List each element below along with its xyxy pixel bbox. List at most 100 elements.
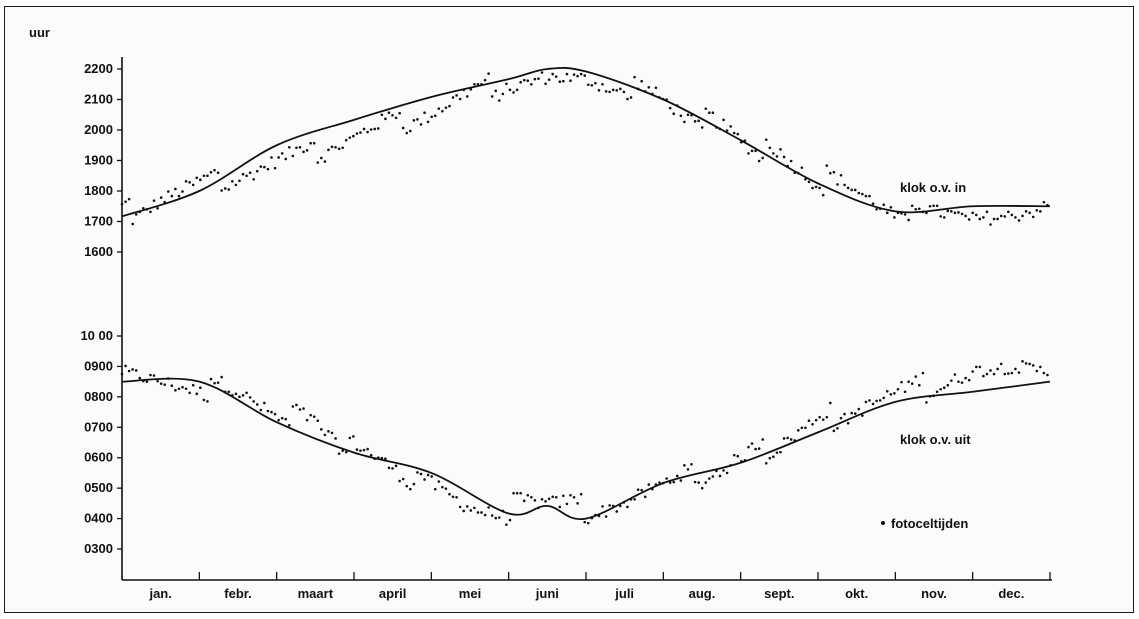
photocell-dot [597, 514, 601, 518]
photocell-dot [430, 475, 433, 478]
photocell-dot [320, 428, 323, 431]
photocell-dot [643, 90, 647, 93]
photocell-dot [971, 211, 975, 215]
photocell-dot [558, 505, 562, 509]
photocell-dot [814, 418, 818, 422]
photocell-dot [138, 376, 142, 380]
photocell-dot [1035, 209, 1039, 212]
photocell-dots [120, 71, 1049, 526]
photocell-dot [569, 79, 572, 82]
photocell-dot [490, 95, 494, 98]
photocell-dot [227, 188, 231, 191]
photocell-dot [900, 380, 903, 384]
photocell-dot [569, 493, 572, 497]
photocell-dot [857, 407, 861, 411]
photocell-dot [220, 375, 223, 379]
photocell-dot [825, 415, 829, 419]
photocell-dot [409, 129, 412, 133]
photocell-dot [458, 97, 462, 101]
photocell-dot [772, 455, 775, 459]
photocell-dot [804, 178, 807, 181]
photocell-dot [875, 399, 878, 403]
photocell-dot [191, 183, 195, 187]
photocell-dot [270, 156, 273, 159]
photocell-dot [202, 398, 206, 402]
photocell-dot [1046, 373, 1049, 377]
photocell-dot [782, 155, 786, 159]
photocell-dot [519, 491, 522, 495]
photocell-dot [871, 202, 875, 206]
photocell-dot [611, 504, 615, 508]
x-tick-label: april [379, 586, 406, 601]
photocell-dot [362, 448, 366, 452]
photocell-dot [330, 145, 334, 149]
photocell-dot [480, 82, 483, 86]
photocell-dot [213, 168, 216, 172]
photocell-dot [530, 82, 533, 86]
photocell-dot [526, 79, 530, 82]
photocell-dot [1010, 213, 1014, 217]
photocell-dot [369, 453, 373, 457]
photocell-dot [821, 418, 825, 421]
photocell-dot [857, 191, 861, 195]
photocell-dot [206, 174, 209, 178]
photocell-dot [469, 509, 473, 512]
photocell-dot [925, 401, 928, 404]
photocell-dot [1031, 215, 1035, 219]
photocell-dot [280, 152, 284, 155]
photocell-dot [750, 442, 754, 445]
photocell-dot [793, 171, 797, 174]
photocell-dot [469, 88, 473, 91]
photocell-dot [654, 483, 658, 486]
photocell-dot [615, 510, 619, 513]
photocell-dot [907, 218, 910, 222]
photocell-dot [829, 171, 832, 175]
photocell-dot [636, 488, 640, 491]
photocell-dot [960, 381, 964, 384]
photocell-dot [964, 214, 967, 218]
photocell-dot [796, 429, 800, 432]
photocell-dot [953, 373, 957, 376]
photocell-dot [654, 86, 658, 90]
photocell-dot [853, 412, 857, 415]
photocell-dot [868, 399, 871, 402]
chart-svg: 2200 2100 2000 1900 1800 1700 1600 10 00 0900 080… [29, 25, 1052, 601]
photocell-dot [334, 437, 337, 440]
photocell-dot [188, 391, 191, 395]
photocell-dot [295, 403, 298, 407]
photocell-dot [1021, 360, 1024, 363]
photocell-dot [583, 520, 587, 524]
photocell-dot [199, 386, 202, 390]
photocell-dot [309, 413, 312, 417]
photocell-dot [255, 169, 259, 173]
photocell-dot [935, 390, 939, 394]
photocell-dot [793, 439, 797, 442]
photocell-dot [747, 445, 750, 449]
photocell-dot [120, 372, 124, 376]
photocell-dot [754, 149, 757, 153]
photocell-dot [1017, 219, 1021, 222]
photocell-dot [693, 120, 697, 123]
photocell-dot [722, 118, 725, 122]
photocell-dot [686, 468, 690, 471]
photocell-dot [718, 474, 722, 478]
photocell-dot [526, 493, 530, 497]
x-tick-label: febr. [224, 586, 251, 601]
photocell-dot [704, 107, 708, 110]
photocell-dot [946, 383, 950, 387]
photocell-dot [394, 116, 398, 120]
photocell-dot [384, 457, 387, 461]
photocell-dot [540, 71, 544, 74]
photocell-dot [576, 502, 579, 505]
photocell-dot [604, 515, 608, 518]
photocell-dot [807, 419, 811, 422]
photocell-dot [238, 179, 241, 183]
photocell-dot [337, 147, 341, 151]
photocell-dot [298, 145, 302, 149]
photocell-dot [423, 478, 426, 481]
photocell-dot [999, 214, 1003, 218]
annotation-klok-uit: klok o.v. uit [900, 432, 971, 447]
photocell-dot [455, 495, 458, 499]
photocell-dot [757, 159, 761, 163]
photocell-dot [238, 395, 241, 399]
